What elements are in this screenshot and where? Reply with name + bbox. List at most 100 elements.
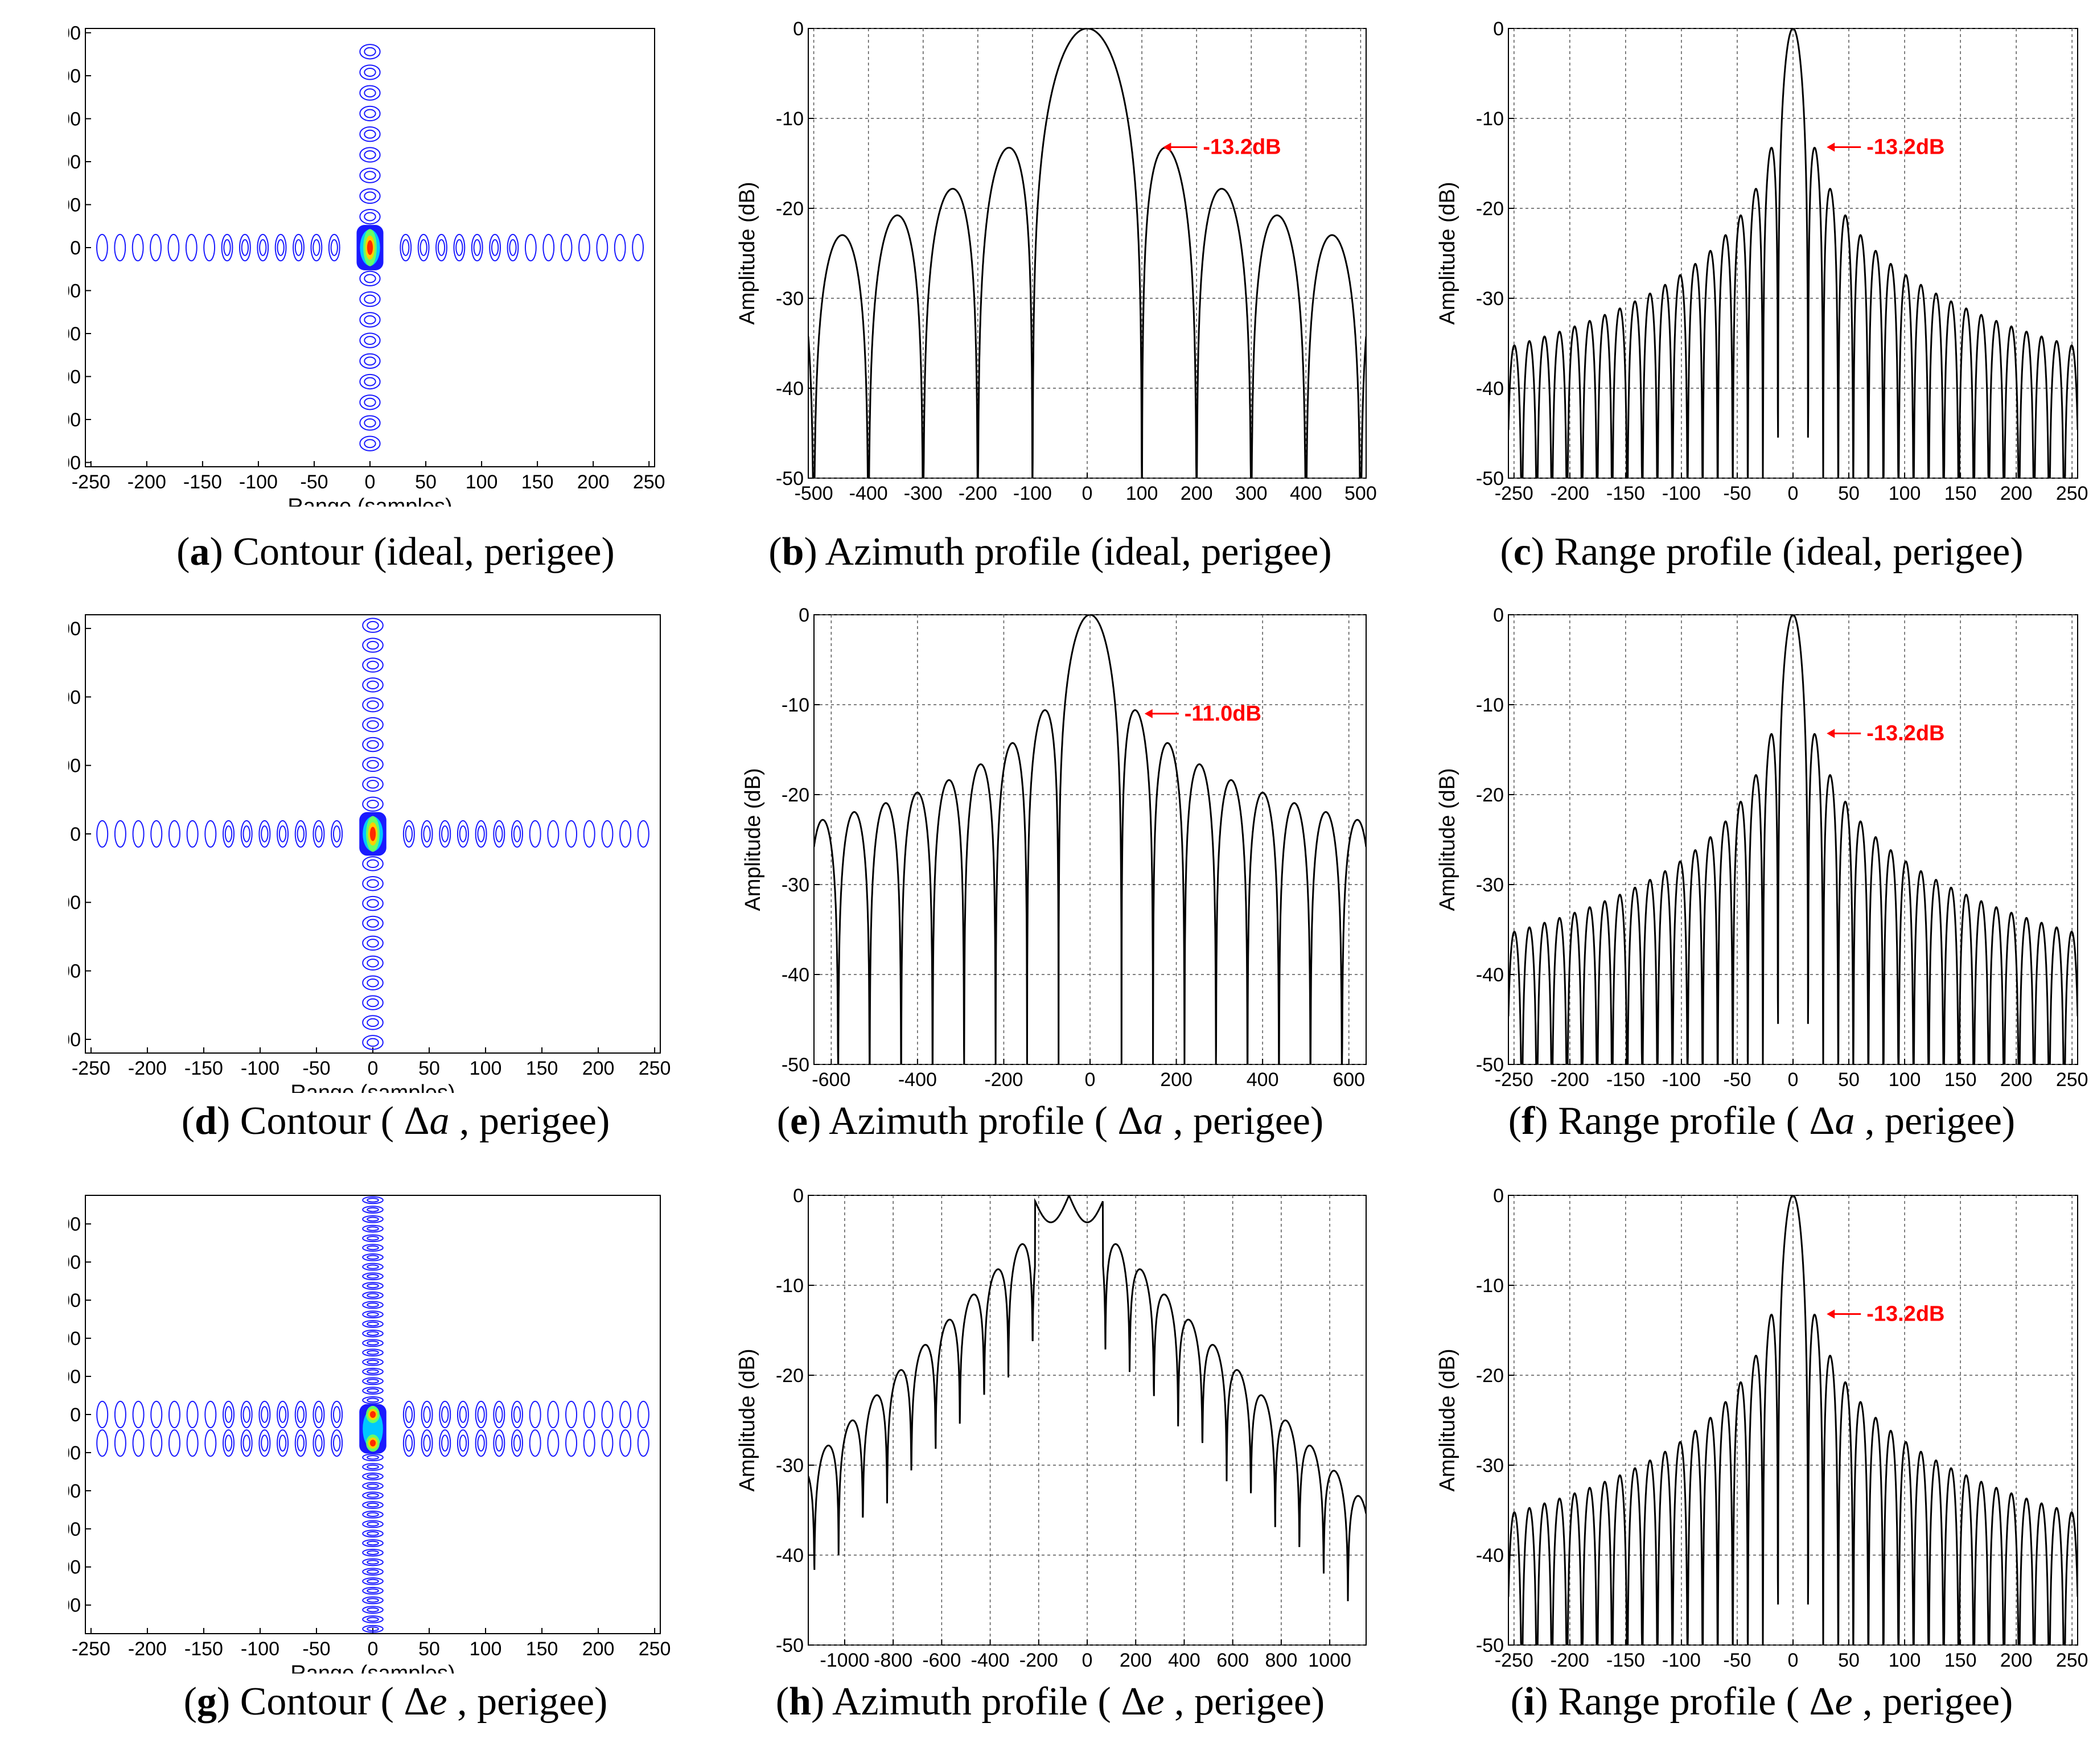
range-sidelobe-contour	[277, 820, 289, 848]
range-sidelobe-contour	[315, 1406, 323, 1423]
range-sidelobe-contour	[459, 825, 467, 842]
azimuth-sidelobe-contour	[362, 1196, 384, 1204]
y-tick-label: 600	[68, 618, 81, 640]
x-tick-label: -100	[1013, 483, 1052, 504]
azimuth-sidelobe-contour	[359, 167, 381, 183]
mainlobe-peak	[367, 240, 373, 256]
y-tick-label: -50	[776, 468, 804, 490]
x-tick-label: -250	[1495, 1650, 1533, 1671]
x-tick-label: 200	[2000, 1069, 2033, 1091]
x-tick-label: 250	[639, 1638, 671, 1660]
range-sidelobe-contour	[203, 233, 216, 262]
y-tick-label: 0	[70, 237, 81, 259]
azimuth-sidelobe-contour	[367, 640, 379, 650]
annotation-arrowhead	[1827, 142, 1835, 152]
x-tick-label: 200	[1160, 1069, 1193, 1091]
x-axis-label: Azimuth (samples)	[1001, 1092, 1180, 1093]
range-sidelobe-contour	[96, 820, 109, 848]
azimuth-sidelobe-contour	[362, 1577, 384, 1585]
x-tick-label: -200	[1019, 1650, 1058, 1671]
range-sidelobe-contour	[114, 1429, 126, 1457]
y-tick-label: 800	[68, 1252, 81, 1273]
caption-text: Range profile ( Δ	[1558, 1099, 1835, 1143]
range-sidelobe-contour	[453, 233, 466, 262]
azimuth-sidelobe-contour	[359, 85, 381, 101]
x-tick-label: 0	[1788, 1650, 1799, 1671]
azimuth-sidelobe-contour	[362, 1234, 384, 1243]
range-sidelobe-contour	[167, 233, 180, 262]
range-sidelobe-contour	[186, 820, 199, 848]
caption-symbol: e	[429, 1680, 447, 1724]
azimuth-sidelobe-contour	[364, 294, 376, 304]
range-sidelobe-contour	[315, 825, 323, 842]
range-sidelobe-contour	[457, 1400, 469, 1429]
azimuth-sidelobe-contour	[359, 435, 381, 451]
azimuth-sidelobe-contour	[367, 1540, 379, 1546]
azimuth-sidelobe-contour	[359, 188, 381, 204]
azimuth-sidelobe-contour	[362, 717, 384, 733]
azimuth-sidelobe-contour	[364, 150, 376, 159]
plot-area	[96, 618, 649, 1050]
x-tick-label: -150	[184, 1058, 223, 1079]
azimuth-sidelobe-contour	[367, 1018, 379, 1027]
range-sidelobe-contour	[277, 239, 285, 256]
y-tick-label: 500	[68, 22, 81, 44]
azimuth-sidelobe-contour	[367, 1312, 379, 1317]
sidelobe-annotation: -13.2dB	[1866, 135, 1944, 159]
y-tick-label: 100	[68, 194, 81, 216]
y-tick-label: -50	[782, 1054, 809, 1076]
range-sidelobe-contour	[277, 1400, 289, 1429]
range-sidelobe-contour	[240, 1429, 253, 1457]
annotation-arrowhead	[1827, 729, 1835, 738]
profile-trace	[808, 28, 1366, 478]
range-sidelobe-contour	[221, 233, 233, 262]
chart-i: -250 -200 -150 -100 -50 0 50 100 150 200 250 0 -10 -2…	[1436, 1185, 2088, 1673]
y-axis-label: Amplitude (dB)	[1436, 768, 1459, 911]
panel-i: -250 -200 -150 -100 -50 0 50 100 150 200 250 0 -10 -2…	[1434, 1184, 2089, 1742]
azimuth-sidelobe-contour	[367, 700, 379, 709]
range-sidelobe-contour	[332, 1406, 341, 1423]
range-sidelobe-contour	[491, 239, 499, 256]
azimuth-sidelobe-contour	[364, 68, 376, 77]
range-sidelobe-contour	[131, 233, 144, 262]
azimuth-sidelobe-contour	[367, 1578, 379, 1584]
x-tick-label: 250	[639, 1058, 671, 1079]
range-sidelobe-contour	[493, 820, 505, 848]
x-tick-label: 200	[2000, 483, 2033, 504]
x-tick-label: -400	[971, 1650, 1010, 1671]
x-tick-label: -200	[959, 483, 997, 504]
range-sidelobe-contour	[439, 1429, 451, 1457]
y-tick-label: -30	[776, 1455, 804, 1477]
azimuth-sidelobe-contour	[362, 1586, 384, 1595]
azimuth-sidelobe-contour	[359, 208, 381, 225]
x-tick-label: -800	[874, 1650, 912, 1671]
range-sidelobe-contour	[328, 233, 340, 262]
range-sidelobe-contour	[204, 820, 217, 848]
x-tick-label: 50	[1838, 1650, 1860, 1671]
azimuth-sidelobe-contour	[362, 1606, 384, 1614]
azimuth-sidelobe-contour	[362, 1224, 384, 1233]
range-sidelobe-contour	[637, 1429, 649, 1457]
x-tick-label: -150	[1606, 1650, 1645, 1671]
x-tick-label: 0	[1082, 1650, 1093, 1671]
caption-letter: f	[1522, 1099, 1535, 1143]
range-sidelobe-contour	[402, 820, 415, 848]
range-sidelobe-contour	[242, 1406, 250, 1423]
y-tick-label: -40	[782, 964, 809, 986]
azimuth-sidelobe-contour	[367, 1274, 379, 1279]
y-tick-label: -1000	[68, 1595, 81, 1617]
range-sidelobe-contour	[437, 239, 446, 256]
x-tick-label: 100	[1126, 483, 1158, 504]
range-sidelobe-contour	[185, 233, 198, 262]
caption-g: (g) Contour ( Δe , perigee)	[183, 1680, 608, 1724]
x-axis-label: Range (samples)	[1710, 1092, 1875, 1093]
azimuth-sidelobe-contour	[359, 332, 381, 348]
y-tick-label: -40	[1476, 378, 1504, 400]
x-tick-label: 200	[577, 471, 610, 493]
range-sidelobe-contour	[421, 1400, 433, 1429]
x-tick-label: 100	[470, 1638, 502, 1660]
azimuth-sidelobe-contour	[364, 315, 376, 324]
azimuth-sidelobe-contour	[362, 796, 384, 812]
caption-letter: e	[790, 1099, 808, 1143]
plot-area	[1508, 28, 2078, 478]
